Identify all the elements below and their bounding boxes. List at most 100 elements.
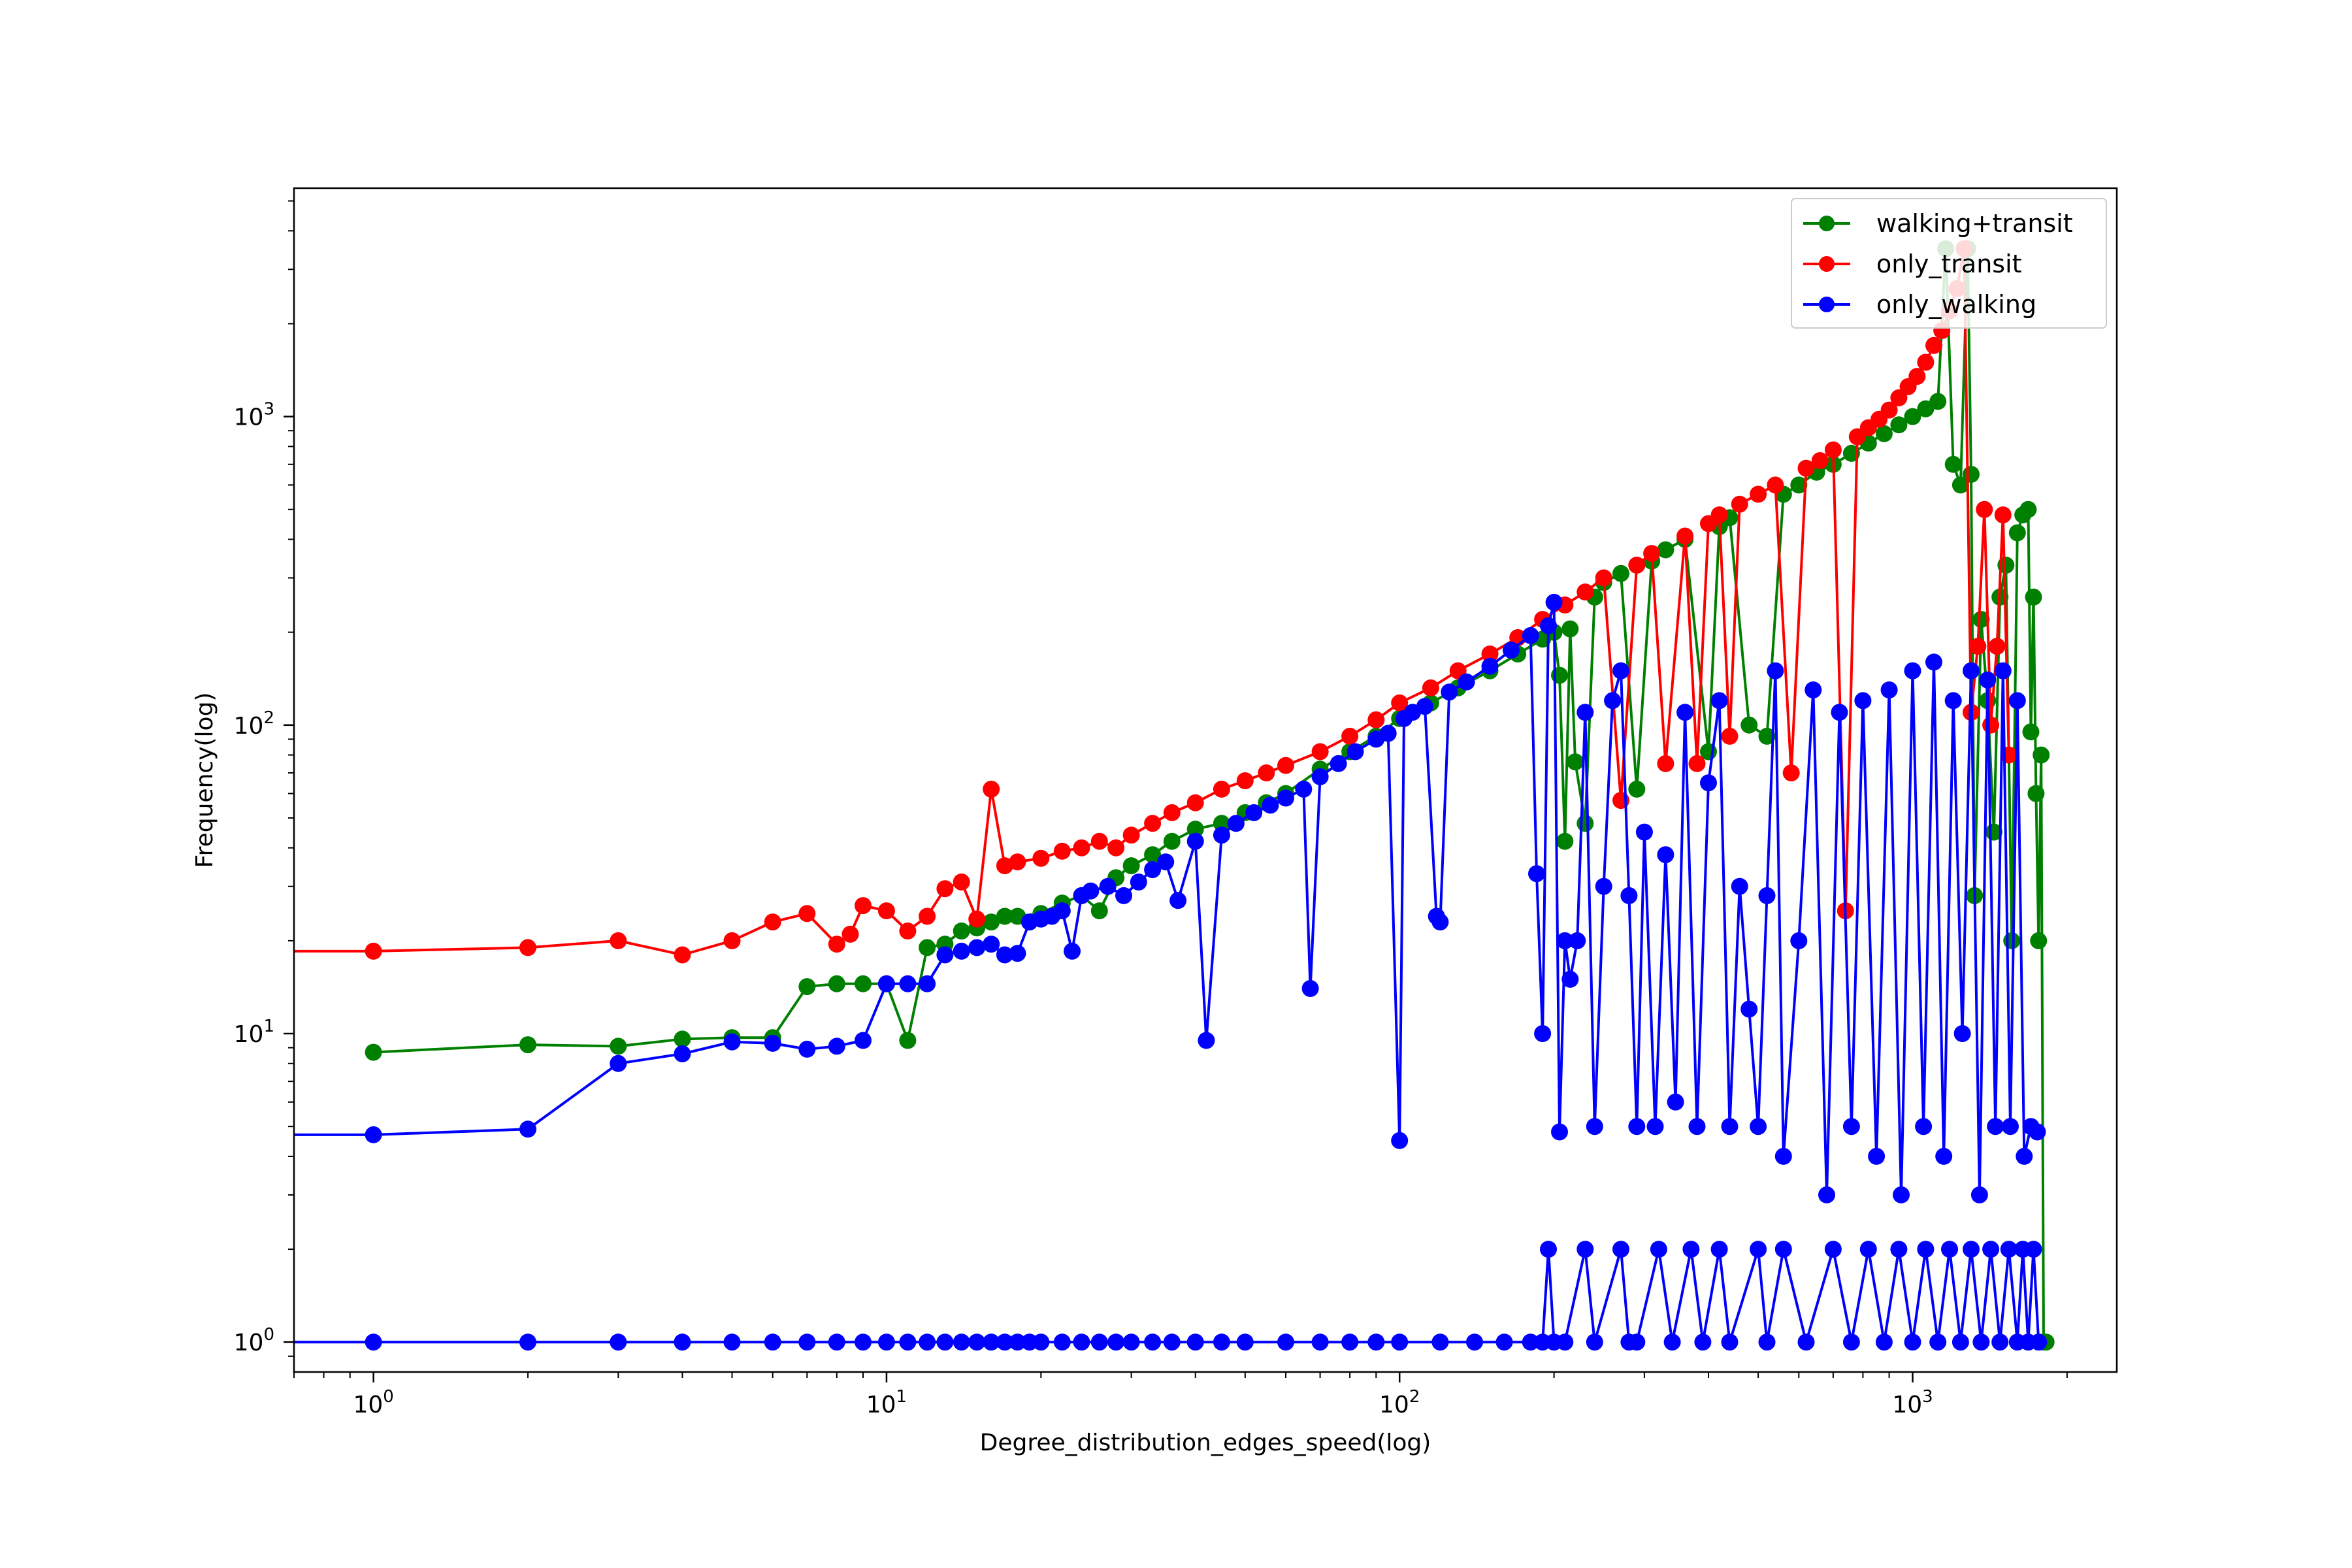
data-point-only-walking <box>1767 662 1784 679</box>
data-point-series-3 <box>1556 1333 1574 1351</box>
data-point-series-3 <box>1009 1333 1026 1351</box>
data-point-only-transit <box>877 902 895 920</box>
data-point-only-walking <box>828 1037 845 1055</box>
data-point-only-walking <box>1556 932 1574 949</box>
data-point-series-3 <box>674 1333 691 1351</box>
data-point-series-3 <box>1875 1333 1893 1351</box>
data-point-only-walking <box>1576 704 1594 721</box>
data-point-series-3 <box>1797 1333 1815 1351</box>
data-point-series-3 <box>1710 1241 1728 1258</box>
data-point-series-3 <box>610 1333 627 1351</box>
data-point-only-walking <box>1144 861 1162 879</box>
data-point-series-3 <box>968 1333 986 1351</box>
legend-box <box>1791 198 2107 329</box>
data-point-only-walking <box>1854 692 1872 710</box>
data-point-only-walking <box>1053 902 1071 920</box>
data-point-walking-transit <box>855 975 872 992</box>
data-point-only-walking <box>1925 653 1942 671</box>
data-point-walking-transit <box>798 978 816 996</box>
data-point-only-walking <box>1213 826 1230 844</box>
data-point-only-walking <box>1750 1118 1767 1135</box>
y-tick-label: 101 <box>234 1017 274 1048</box>
data-point-only-walking <box>2016 1147 2033 1165</box>
data-point-only-walking <box>1628 1118 1646 1135</box>
data-point-only-walking <box>1528 865 1545 883</box>
legend-entry-only-walking: only_walking <box>1803 290 2036 319</box>
data-point-only-walking <box>1481 657 1499 675</box>
data-point-only-walking <box>1710 692 1728 710</box>
data-point-series-3 <box>2025 1241 2042 1258</box>
data-point-only-transit <box>1643 545 1661 563</box>
data-point-only-walking <box>1330 755 1347 772</box>
data-point-only-walking <box>2008 692 2026 710</box>
data-point-series-3 <box>798 1333 816 1351</box>
data-point-series-3 <box>1540 1241 1557 1258</box>
data-point-walking-transit <box>1576 815 1594 832</box>
data-point-series-3 <box>1107 1333 1125 1351</box>
data-point-walking-transit <box>2027 785 2045 802</box>
data-point-only-transit <box>1090 832 1108 850</box>
data-point-only-walking <box>1635 823 1653 841</box>
legend-entry-walking-transit: walking+transit <box>1803 209 2073 238</box>
series-only-walking <box>294 593 2046 1203</box>
data-point-series-3 <box>1859 1241 1877 1258</box>
plot-area <box>294 188 2117 1372</box>
data-point-series-3 <box>983 1333 1000 1351</box>
data-point-only-walking <box>764 1034 781 1052</box>
x-axis-label: Degree_distribution_edges_speed(log) <box>980 1429 1431 1456</box>
data-point-walking-transit <box>1944 455 1962 473</box>
data-point-series-3 <box>1963 1241 1980 1258</box>
data-point-series-3 <box>1090 1333 1108 1351</box>
data-point-only-transit <box>1311 743 1329 760</box>
data-point-walking-transit <box>919 939 936 956</box>
data-point-only-walking <box>968 939 986 956</box>
data-point-only-walking <box>2029 1123 2046 1141</box>
data-point-only-walking <box>1099 877 1117 895</box>
data-point-only-transit <box>1657 755 1674 772</box>
data-point-walking-transit <box>1628 780 1646 798</box>
series-line-only-walking <box>294 600 2038 1196</box>
data-point-only-transit <box>1213 780 1230 798</box>
data-point-only-transit <box>519 939 536 956</box>
data-point-only-walking <box>1790 932 1808 949</box>
data-point-only-walking <box>1458 673 1475 691</box>
data-point-walking-transit <box>1904 408 1921 425</box>
data-point-walking-transit <box>2025 588 2042 606</box>
data-point-series-3 <box>1721 1333 1739 1351</box>
data-point-series-3 <box>1941 1241 1958 1258</box>
data-point-only-transit <box>855 897 872 915</box>
data-point-only-transit <box>1811 452 1829 469</box>
data-point-only-transit <box>1422 679 1439 696</box>
data-point-only-walking <box>1731 877 1748 895</box>
data-point-only-transit <box>1258 764 1275 781</box>
data-point-only-walking <box>1842 1118 1860 1135</box>
data-point-series-3 <box>519 1333 536 1351</box>
x-tick-label: 103 <box>1892 1387 1933 1418</box>
data-point-only-transit <box>365 942 382 960</box>
data-point-only-transit <box>1890 389 1908 406</box>
data-point-only-walking <box>1169 892 1187 909</box>
data-point-only-transit <box>983 780 1000 798</box>
data-point-series-3 <box>855 1333 872 1351</box>
data-point-series-3 <box>1236 1333 1254 1351</box>
data-point-only-transit <box>1750 485 1767 503</box>
data-point-only-walking <box>899 975 917 992</box>
data-point-only-transit <box>1186 794 1204 811</box>
data-point-series-3 <box>1122 1333 1140 1351</box>
data-point-walking-transit <box>1556 832 1574 850</box>
data-point-only-walking <box>1721 1118 1739 1135</box>
data-point-only-walking <box>1935 1147 1953 1165</box>
data-point-series-3 <box>1586 1333 1603 1351</box>
data-point-only-walking <box>1441 683 1458 701</box>
data-point-walking-transit <box>1790 476 1808 494</box>
data-point-only-transit <box>1824 441 1842 459</box>
data-point-walking-transit <box>1657 541 1674 559</box>
data-point-only-transit <box>1731 495 1748 513</box>
data-point-walking-transit <box>1567 753 1584 771</box>
data-point-only-walking <box>1431 913 1449 931</box>
legend-label-walking-transit: walking+transit <box>1876 209 2073 238</box>
data-point-only-walking <box>610 1054 627 1072</box>
data-point-series-3 <box>1628 1333 1646 1351</box>
data-point-series-3 <box>1144 1333 1162 1351</box>
data-point-series-3 <box>1186 1333 1204 1351</box>
